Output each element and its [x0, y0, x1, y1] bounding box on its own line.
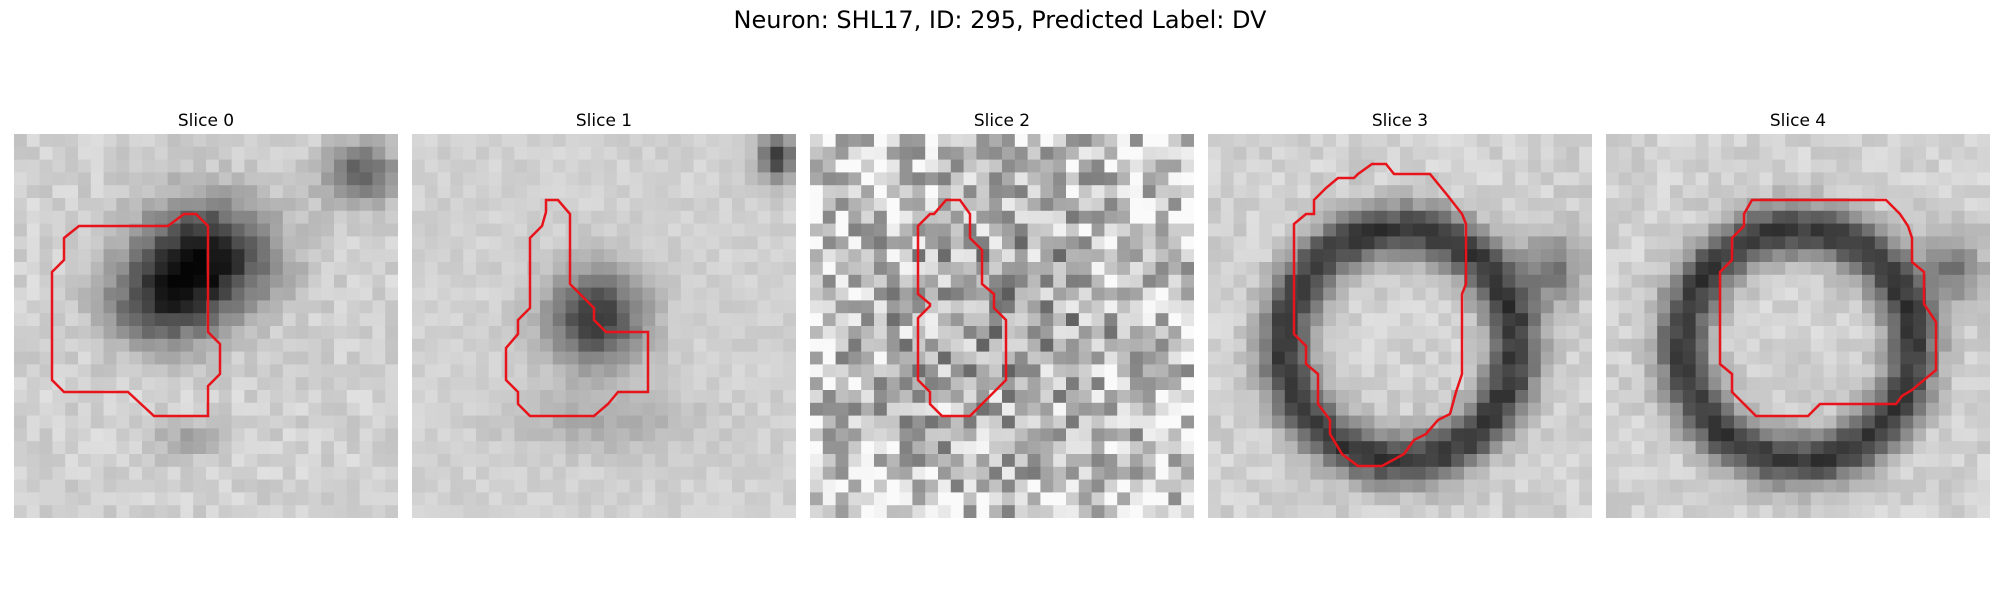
- slice-title: Slice 4: [1769, 111, 1827, 131]
- slice-image-1: [412, 134, 796, 518]
- slice-title: Slice 1: [575, 111, 633, 131]
- slice-panel-0: Slice 0: [14, 108, 398, 518]
- slice-title: Slice 0: [177, 111, 235, 131]
- slice-panel-3: Slice 3: [1208, 108, 1592, 518]
- roi-contour: [1718, 198, 1938, 418]
- pixel-grid: [1606, 134, 1990, 518]
- roi-contour: [50, 212, 222, 418]
- slice-title: Slice 3: [1371, 111, 1429, 131]
- slice-image-3: [1208, 134, 1592, 518]
- slice-image-0: [14, 134, 398, 518]
- pixel-grid: [412, 134, 796, 518]
- roi-contour: [916, 198, 1008, 418]
- pixel-grid: [1208, 134, 1592, 518]
- slice-panel-4: Slice 4: [1606, 108, 1990, 518]
- pixel-grid: [810, 134, 1194, 518]
- roi-contour: [1292, 162, 1468, 468]
- slice-panel-2: Slice 2: [810, 108, 1194, 518]
- slice-title: Slice 2: [973, 111, 1031, 131]
- pixel-grid: [14, 134, 398, 518]
- roi-contour: [504, 198, 650, 418]
- figure-title: Neuron: SHL17, ID: 295, Predicted Label:…: [733, 6, 1267, 34]
- slice-image-4: [1606, 134, 1990, 518]
- slice-panel-1: Slice 1: [412, 108, 796, 518]
- slice-image-2: [810, 134, 1194, 518]
